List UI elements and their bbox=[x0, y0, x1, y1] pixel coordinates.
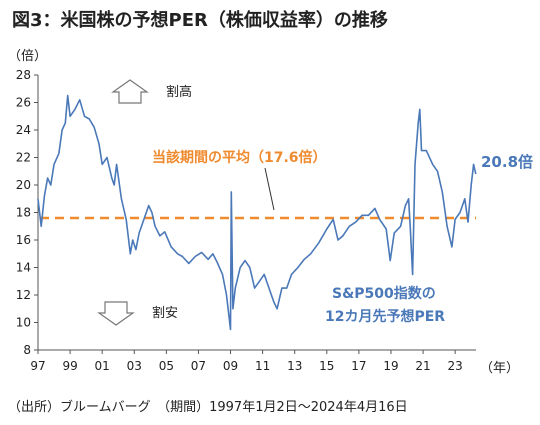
series-label-line2: 12カ月先予想PER bbox=[325, 308, 445, 325]
series-label-line1: S&P500指数の bbox=[332, 285, 436, 302]
x-tick-label: 97 bbox=[30, 359, 45, 373]
annotation-overvalued: 割高 bbox=[166, 84, 192, 100]
y-tick-label: 12 bbox=[16, 288, 31, 302]
y-tick-label: 18 bbox=[16, 206, 31, 220]
y-tick-label: 26 bbox=[16, 96, 31, 110]
y-tick-label: 24 bbox=[16, 123, 31, 137]
y-tick-label: 14 bbox=[16, 261, 31, 275]
x-tick-label: 23 bbox=[448, 359, 463, 373]
x-tick-label: 01 bbox=[95, 359, 110, 373]
average-label-pointer bbox=[264, 167, 275, 211]
arrow-down-icon bbox=[97, 301, 135, 326]
y-tick-label: 28 bbox=[16, 68, 31, 82]
x-tick-label: 99 bbox=[62, 359, 77, 373]
x-tick-label: 19 bbox=[383, 359, 398, 373]
y-tick-label: 16 bbox=[16, 233, 31, 247]
y-axis-label: （倍） bbox=[8, 49, 47, 64]
y-ticks: 8 10 12 14 16 18 20 22 24 26 28 bbox=[16, 68, 38, 357]
y-tick-label: 10 bbox=[16, 316, 31, 330]
x-tick-label: 07 bbox=[191, 359, 206, 373]
x-tick-label: 05 bbox=[159, 359, 174, 373]
last-value-label: 20.8倍 bbox=[481, 153, 533, 171]
x-tick-label: 15 bbox=[319, 359, 334, 373]
x-tick-label: 21 bbox=[415, 359, 430, 373]
y-tick-label: 22 bbox=[16, 151, 31, 165]
x-tick-label: 09 bbox=[223, 359, 238, 373]
arrow-up-icon bbox=[111, 79, 149, 104]
source-note: （出所）ブルームバーグ （期間）1997年1月2日～2024年4月16日 bbox=[8, 400, 408, 415]
x-tick-label: 17 bbox=[351, 359, 366, 373]
x-tick-label: 13 bbox=[287, 359, 302, 373]
annotation-undervalued: 割安 bbox=[152, 305, 178, 321]
x-tick-label: 11 bbox=[255, 359, 270, 373]
x-tick-label: 03 bbox=[127, 359, 142, 373]
x-axis-label: （年） bbox=[480, 361, 519, 376]
y-tick-label: 20 bbox=[16, 178, 31, 192]
x-ticks: 97 99 01 03 05 07 09 11 13 15 17 19 21 23 bbox=[30, 350, 463, 373]
average-label: 当該期間の平均（17.6倍） bbox=[152, 149, 327, 166]
per-series-line bbox=[37, 94, 477, 331]
y-tick-label: 8 bbox=[23, 343, 31, 357]
chart-title: 図3：米国株の予想PER（株価収益率）の推移 bbox=[12, 10, 388, 31]
